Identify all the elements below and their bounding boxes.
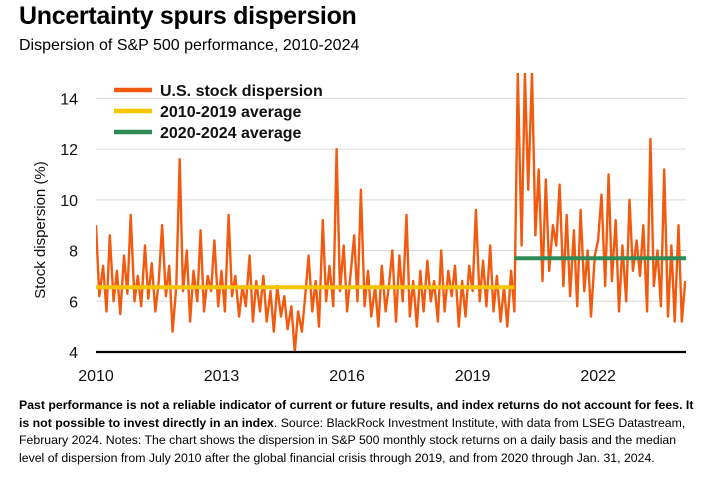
x-tick-label: 2022 <box>580 368 616 385</box>
legend-label-2020-2024-average: 2020-2024 average <box>160 125 302 142</box>
footnote-source: . Source: BlackRock Investment Institute… <box>19 415 686 465</box>
y-tick-label: 4 <box>69 345 78 362</box>
y-tick-label: 10 <box>60 193 78 210</box>
x-tick-label: 2013 <box>204 368 240 385</box>
footnote: Past performance is not a reliable indic… <box>19 397 699 467</box>
y-tick-label: 14 <box>60 91 78 108</box>
x-tick-label: 2016 <box>329 368 365 385</box>
line-chart: 4 6 8 10 12 14 2010 2013 2016 2019 2022 U.S. stock… <box>32 73 686 385</box>
legend-label-2010-2019-average: 2010-2019 average <box>160 104 302 121</box>
legend-label-u-s-stock-dispersion: U.S. stock dispersion <box>160 83 323 100</box>
y-tick-label: 6 <box>69 294 78 311</box>
x-tick-label: 2010 <box>78 368 114 385</box>
chart-subtitle: Dispersion of S&P 500 performance, 2010-… <box>19 37 360 54</box>
y-axis-label: Stock dispersion (%) <box>32 161 49 299</box>
chart-title: Uncertainty spurs dispersion <box>19 2 357 30</box>
footnote-disclaimer: Past performance is not a reliable indic… <box>19 398 694 430</box>
y-tick-label: 8 <box>69 244 78 261</box>
y-tick-label: 12 <box>60 142 78 159</box>
x-tick-label: 2019 <box>455 368 491 385</box>
